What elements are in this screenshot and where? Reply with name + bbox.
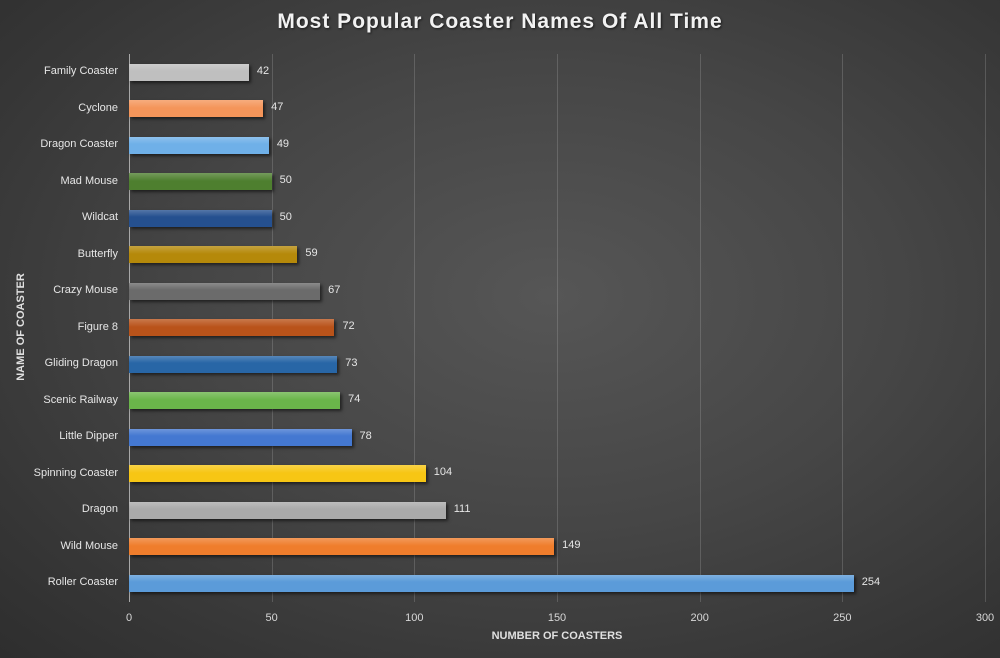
bar xyxy=(129,465,426,482)
bar-row: 72 xyxy=(129,319,985,336)
bar xyxy=(129,538,555,555)
gridline xyxy=(557,54,558,602)
x-tick-label: 150 xyxy=(547,612,567,624)
category-label: Scenic Railway xyxy=(43,393,118,406)
bar xyxy=(129,355,338,373)
data-label: 254 xyxy=(861,575,881,588)
data-label: 59 xyxy=(305,247,318,259)
x-tick-label: 300 xyxy=(975,612,995,624)
x-tick-label: 200 xyxy=(690,612,709,624)
bar-row: 59 xyxy=(129,246,985,263)
x-tick-label: 250 xyxy=(833,612,852,624)
plot-area: 42 47 49 50 50 59 67 72 73 74 78 104 111 149 254 xyxy=(129,54,986,602)
bar xyxy=(129,173,272,190)
category-label: Dragon Coaster xyxy=(40,138,118,150)
category-label: Wild Mouse xyxy=(60,539,118,552)
gridline xyxy=(414,54,416,602)
bar xyxy=(129,136,269,154)
category-label: Mad Mouse xyxy=(60,174,118,187)
data-label: 49 xyxy=(276,137,290,150)
x-axis-label: NUMBER OF COASTERS xyxy=(491,630,623,642)
bar xyxy=(129,246,298,263)
data-label: 50 xyxy=(279,210,292,223)
category-label: Family Coaster xyxy=(44,65,118,77)
bar-row: 149 xyxy=(129,538,985,555)
category-label: Wildcat xyxy=(81,211,118,223)
x-tick-label: 100 xyxy=(405,612,424,624)
x-tick-label: 50 xyxy=(265,612,278,624)
bar xyxy=(129,319,335,336)
data-label: 149 xyxy=(562,539,581,551)
category-label: Spinning Coaster xyxy=(33,466,118,479)
bar xyxy=(129,501,446,519)
category-label: Crazy Mouse xyxy=(53,284,118,296)
category-label: Figure 8 xyxy=(77,320,118,333)
bar-row: 42 xyxy=(129,63,985,81)
bar xyxy=(129,574,854,592)
bar-row: 104 xyxy=(129,465,985,482)
bar xyxy=(129,100,264,117)
data-label: 73 xyxy=(345,356,358,369)
bar-row: 74 xyxy=(129,392,985,409)
data-label: 67 xyxy=(328,283,341,296)
chart-title: Most Popular Coaster Names Of All Time xyxy=(277,10,723,33)
data-label: 47 xyxy=(271,101,284,113)
gridline xyxy=(699,54,701,602)
bar-row: 47 xyxy=(129,100,985,117)
bar-row: 49 xyxy=(129,136,985,154)
bar-row: 254 xyxy=(129,574,985,592)
bar-row: 50 xyxy=(129,209,985,227)
category-label: Cyclone xyxy=(78,101,118,114)
gridline xyxy=(842,54,844,602)
bar xyxy=(129,63,249,81)
bar-row: 67 xyxy=(129,282,985,300)
bar xyxy=(129,282,321,300)
bar-row: 73 xyxy=(129,355,985,373)
bar-row: 50 xyxy=(129,173,985,190)
data-label: 50 xyxy=(279,174,292,186)
category-label: Roller Coaster xyxy=(47,576,118,588)
bar xyxy=(129,428,352,446)
bar xyxy=(129,392,341,409)
category-label: Gliding Dragon xyxy=(44,357,118,369)
bar-row: 78 xyxy=(129,428,985,446)
category-label: Dragon xyxy=(81,503,118,515)
category-label: Butterfly xyxy=(77,247,118,260)
bar xyxy=(129,209,272,227)
gridline xyxy=(985,54,986,602)
data-label: 78 xyxy=(359,429,372,442)
data-label: 104 xyxy=(433,466,453,478)
x-tick-label: 0 xyxy=(125,612,133,624)
bar-row: 111 xyxy=(129,501,985,519)
y-axis-label: NAME OF COASTER xyxy=(15,273,27,381)
data-label: 72 xyxy=(342,320,355,332)
data-label: 74 xyxy=(348,393,361,405)
data-label: 111 xyxy=(453,502,471,515)
data-label: 42 xyxy=(256,64,270,77)
category-label: Little Dipper xyxy=(59,430,118,442)
